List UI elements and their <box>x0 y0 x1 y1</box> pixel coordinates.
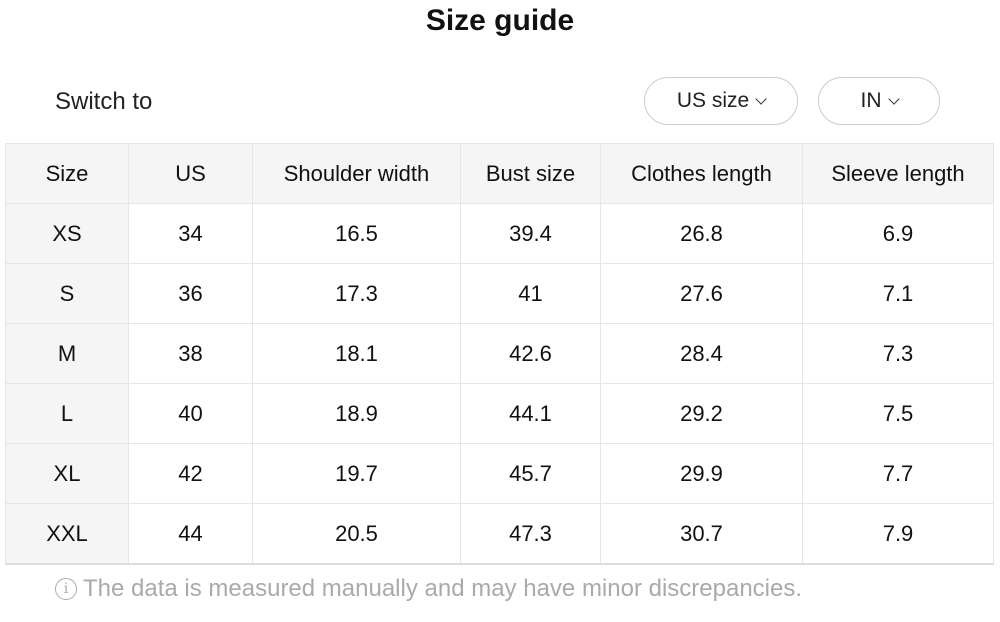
table-cell: 42 <box>128 443 253 504</box>
table-cell: 27.6 <box>600 263 803 324</box>
switch-to-label: Switch to <box>55 88 153 115</box>
table-cell: XL <box>5 443 129 504</box>
column-header: Shoulder width <box>252 143 461 204</box>
table-cell: 7.5 <box>802 383 994 444</box>
table-cell: 7.7 <box>802 443 994 504</box>
table-cell: 42.6 <box>460 323 601 384</box>
unit-value: IN <box>860 89 882 112</box>
table-cell: 44 <box>128 503 253 565</box>
disclaimer-text: The data is measured manually and may ha… <box>83 575 803 602</box>
table-cell: 29.2 <box>600 383 803 444</box>
table-cell: 6.9 <box>802 203 994 264</box>
table-cell: 7.9 <box>802 503 994 565</box>
table-cell: 7.1 <box>802 263 994 324</box>
size-table: Size US Shoulder width Bust size Clothes len… <box>5 143 994 565</box>
table-cell: 20.5 <box>252 503 461 565</box>
table-cell: 7.3 <box>802 323 994 384</box>
table-row: M 38 18.1 42.6 28.4 7.3 <box>5 323 994 384</box>
column-header: US <box>128 143 253 204</box>
table-row: XL 42 19.7 45.7 29.9 7.7 <box>5 443 994 504</box>
table-cell: 38 <box>128 323 253 384</box>
table-cell: 44.1 <box>460 383 601 444</box>
column-header: Bust size <box>460 143 601 204</box>
table-cell: L <box>5 383 129 444</box>
table-row: XXL 44 20.5 47.3 30.7 7.9 <box>5 503 994 565</box>
table-cell: 18.1 <box>252 323 461 384</box>
table-cell: 40 <box>128 383 253 444</box>
table-row: L 40 18.9 44.1 29.2 7.5 <box>5 383 994 444</box>
table-cell: 18.9 <box>252 383 461 444</box>
size-system-dropdown[interactable]: US size <box>644 77 798 125</box>
chevron-down-icon <box>755 92 767 105</box>
table-cell: 29.9 <box>600 443 803 504</box>
table-cell: 34 <box>128 203 253 264</box>
column-header: Sleeve length <box>802 143 994 204</box>
page-title: Size guide <box>425 4 575 37</box>
table-cell: XXL <box>5 503 129 565</box>
table-cell: 36 <box>128 263 253 324</box>
column-header: Size <box>5 143 129 204</box>
table-cell: 30.7 <box>600 503 803 565</box>
table-cell: 19.7 <box>252 443 461 504</box>
info-icon: i <box>55 578 77 600</box>
chevron-down-icon <box>887 92 900 105</box>
table-cell: 41 <box>460 263 601 324</box>
table-cell: M <box>5 323 129 384</box>
column-header: Clothes length <box>600 143 803 204</box>
table-cell: 39.4 <box>460 203 601 264</box>
unit-dropdown[interactable]: IN <box>818 77 940 125</box>
table-cell: 26.8 <box>600 203 803 264</box>
table-header-row: Size US Shoulder width Bust size Clothes len… <box>5 143 994 204</box>
table-cell: XS <box>5 203 129 264</box>
table-cell: S <box>5 263 129 324</box>
table-cell: 17.3 <box>252 263 461 324</box>
table-cell: 16.5 <box>252 203 461 264</box>
table-row: XS 34 16.5 39.4 26.8 6.9 <box>5 203 994 264</box>
disclaimer-note: i The data is measured manually and may … <box>55 575 802 603</box>
table-cell: 28.4 <box>600 323 803 384</box>
table-cell: 47.3 <box>460 503 601 565</box>
table-row: S 36 17.3 41 27.6 7.1 <box>5 263 994 324</box>
table-cell: 45.7 <box>460 443 601 504</box>
size-system-value: US size <box>676 89 750 112</box>
